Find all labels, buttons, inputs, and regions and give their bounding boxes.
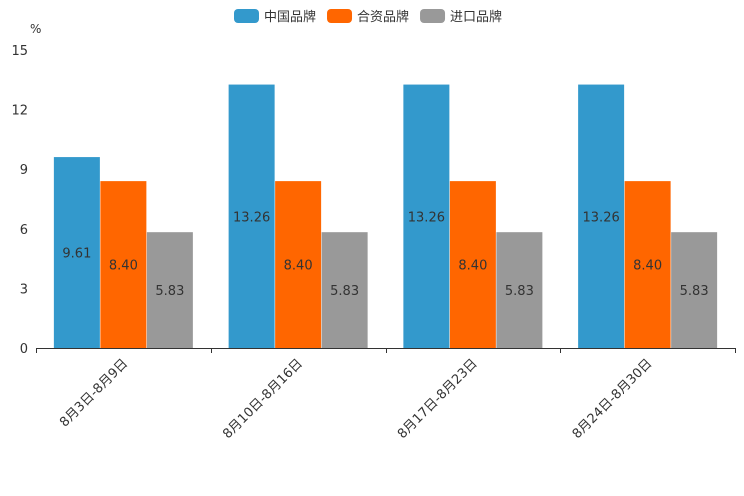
bar-series-0-cat-3[interactable] [578, 84, 625, 349]
y-tick-label: 9 [20, 163, 28, 178]
legend: 中国品牌 合资品牌 进口品牌 [234, 9, 502, 25]
bar-series-1-cat-3[interactable] [624, 181, 671, 348]
data-label: 8.40 [284, 259, 313, 274]
legend-label: 中国品牌 [264, 9, 316, 25]
data-label: 13.26 [408, 210, 445, 225]
x-axis: 8月3日-8月9日 8月10日-8月16日 8月17日-8月23日 8月24日-8月3… [36, 348, 736, 442]
x-tick-label: 8月17日-8月23日 [395, 356, 481, 442]
bar-series-0-cat-1[interactable] [228, 84, 275, 349]
data-label: 8.40 [458, 259, 487, 274]
legend-label: 进口品牌 [450, 9, 502, 25]
bar-series-2-cat-0[interactable] [146, 232, 193, 348]
y-axis: 0 3 6 9 12 15 [11, 44, 28, 357]
bar-series-1-cat-2[interactable] [449, 181, 496, 348]
legend-item-2[interactable]: 进口品牌 [420, 9, 502, 25]
legend-item-1[interactable]: 合资品牌 [327, 9, 409, 25]
bars: 9.61 8.40 5.83 13.26 8.40 5.83 13.26 8.40 5.83 13… [53, 84, 718, 349]
legend-label: 合资品牌 [357, 9, 409, 25]
legend-swatch [327, 9, 353, 23]
y-tick-label: 15 [11, 44, 28, 59]
data-label: 5.83 [680, 284, 709, 299]
bar-series-1-cat-1[interactable] [275, 181, 322, 348]
legend-swatch [420, 9, 446, 23]
data-label: 8.40 [109, 259, 138, 274]
bar-series-2-cat-3[interactable] [671, 232, 718, 348]
x-tick-label: 8月10日-8月16日 [220, 356, 306, 442]
y-tick-label: 0 [20, 342, 28, 357]
legend-swatch [234, 9, 259, 23]
bar-series-2-cat-1[interactable] [321, 232, 368, 348]
data-label: 5.83 [330, 284, 359, 299]
bar-series-0-cat-0[interactable] [53, 157, 100, 348]
bar-series-0-cat-2[interactable] [403, 84, 450, 349]
bar-series-1-cat-0[interactable] [100, 181, 147, 348]
data-label: 13.26 [583, 210, 620, 225]
bar-series-2-cat-2[interactable] [496, 232, 543, 348]
data-label: 5.83 [155, 284, 184, 299]
data-label: 5.83 [505, 284, 534, 299]
legend-item-0[interactable]: 中国品牌 [234, 9, 316, 25]
y-tick-label: 6 [20, 223, 28, 238]
x-tick-label: 8月3日-8月9日 [57, 356, 131, 430]
y-tick-label: 3 [20, 282, 28, 297]
x-tick-label: 8月24日-8月30日 [570, 356, 656, 442]
data-label: 8.40 [633, 259, 662, 274]
y-unit-label: % [30, 22, 41, 36]
data-label: 9.61 [62, 247, 91, 262]
data-label: 13.26 [233, 210, 270, 225]
y-tick-label: 12 [11, 104, 28, 119]
